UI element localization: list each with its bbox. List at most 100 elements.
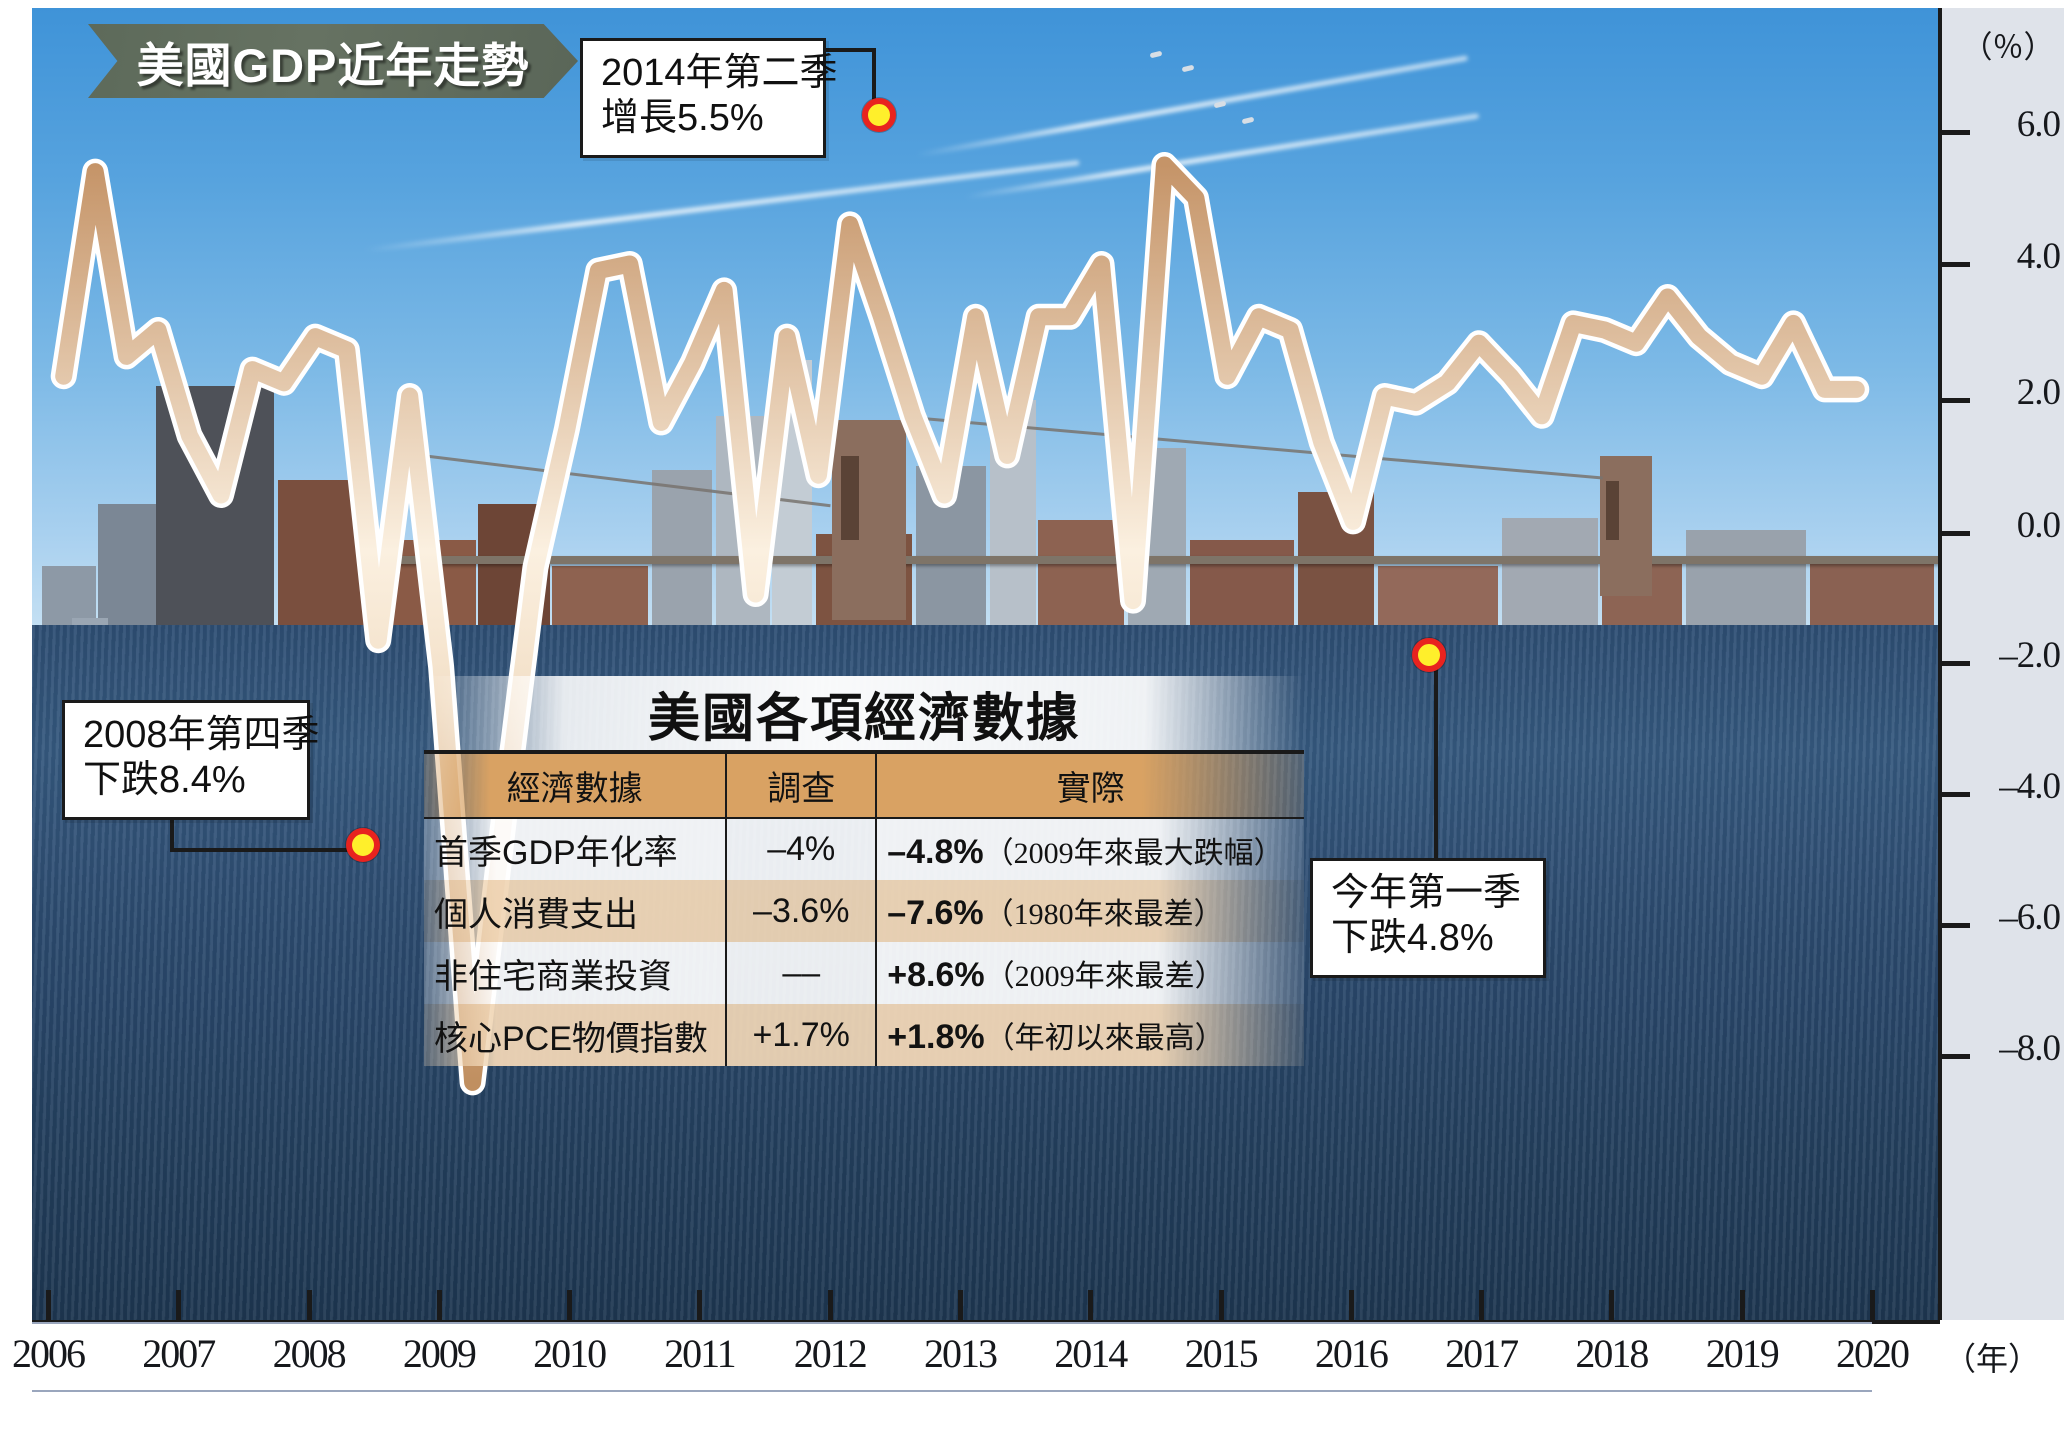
- leader-line-trough-2008-h: [170, 848, 358, 852]
- table-body: 首季GDP年化率 –4% –4.8%（2009年來最大跌幅） 個人消費支出 –3.6% –…: [424, 818, 1304, 1066]
- cell-actual-note: （2009年來最大跌幅）: [983, 836, 1284, 870]
- cell-survey: +1.7%: [725, 1004, 877, 1066]
- cell-actual-value: +8.6%: [887, 956, 985, 994]
- x-tick-label: 2009: [402, 1331, 477, 1376]
- callout-line-2: 增長5.5%: [601, 96, 764, 139]
- cell-actual-note: （2009年來最差）: [984, 960, 1225, 993]
- x-tick-label: 2014: [1054, 1331, 1128, 1376]
- leader-line-peak-2014-h: [822, 48, 876, 52]
- x-tick-label: 2010: [533, 1331, 607, 1376]
- cell-survey: –3.6%: [725, 880, 877, 942]
- column-header-survey: 調查: [725, 752, 877, 819]
- headline-banner: 美國GDP近年走勢: [88, 24, 578, 98]
- y-tick-mark: [1942, 398, 1970, 403]
- x-tick-mark: [1870, 1290, 1875, 1320]
- x-tick-mark: [46, 1290, 51, 1320]
- bridge-tower-right: [1600, 456, 1652, 596]
- table-header-row: 經濟數據 調查 實際: [424, 752, 1304, 819]
- leader-line-peak-2014: [872, 48, 876, 116]
- callout-line-1: 2014年第二季: [601, 52, 838, 94]
- x-tick-label: 2016: [1314, 1331, 1389, 1376]
- x-tick-label: 2008: [272, 1331, 347, 1376]
- economic-data-panel: 美國各項經濟數據 經濟數據 調查 實際 首季GDP年化率 –4% –4.8%（200…: [424, 676, 1304, 1066]
- x-tick-label: 2007: [142, 1331, 216, 1376]
- x-tick-mark: [1479, 1290, 1485, 1320]
- cell-metric: 核心PCE物價指數: [424, 1004, 727, 1066]
- table-row: 個人消費支出 –3.6% –7.6%（1980年來最差）: [424, 880, 1304, 942]
- callout-peak-2014: 2014年第二季 增長5.5%: [580, 38, 838, 158]
- table-title: 美國各項經濟數據: [647, 689, 1080, 748]
- cell-actual: –7.6%（1980年來最差）: [875, 880, 1304, 942]
- callout-trough-2020: 今年第一季 下跌4.8%: [1310, 858, 1546, 978]
- x-tick-label: 2011: [664, 1331, 737, 1376]
- x-tick-mark: [1609, 1290, 1615, 1320]
- cell-actual-note: （1980年來最差）: [983, 898, 1224, 931]
- x-tick-label: 2018: [1575, 1331, 1649, 1376]
- table-title-bar: 美國各項經濟數據: [424, 676, 1304, 750]
- y-tick-mark: [1942, 262, 1970, 267]
- cell-metric: 非住宅商業投資: [424, 942, 727, 1004]
- y-tick-mark: [1942, 792, 1970, 797]
- x-tick-mark: [697, 1290, 703, 1320]
- table-row: 非住宅商業投資 –– +8.6%（2009年來最差）: [424, 942, 1304, 1004]
- x-tick-mark: [827, 1290, 833, 1320]
- bridge-deck: [392, 556, 1940, 564]
- table-row: 核心PCE物價指數 +1.7% +1.8%（年初以來最高）: [424, 1004, 1304, 1066]
- page-title: 美國GDP近年走勢: [136, 38, 530, 92]
- x-tick-mark: [1739, 1290, 1745, 1320]
- marker-trough-2020: [1412, 638, 1446, 672]
- y-tick-mark: [1942, 130, 1970, 135]
- x-axis-band: [32, 1322, 1872, 1392]
- cell-metric: 首季GDP年化率: [424, 818, 727, 880]
- marker-trough-2008: [346, 828, 380, 862]
- y-tick-label: 6.0: [2016, 104, 2061, 145]
- cell-actual-value: –7.6%: [887, 894, 984, 932]
- bridge-tower-left: [832, 420, 906, 620]
- x-tick-mark: [1348, 1290, 1354, 1320]
- x-tick-mark: [436, 1290, 442, 1320]
- cell-actual-value: +1.8%: [887, 1018, 985, 1056]
- x-tick-label: 2015: [1184, 1331, 1259, 1376]
- cell-actual-value: –4.8%: [887, 832, 984, 871]
- callout-trough-2008: 2008年第四季 下跌8.4%: [62, 700, 320, 820]
- leader-line-trough-2020-v: [1434, 655, 1438, 871]
- cell-actual: +8.6%（2009年來最差）: [875, 942, 1304, 1004]
- cell-survey: ––: [725, 942, 877, 1004]
- y-tick-label: 0.0: [2016, 505, 2061, 546]
- background-photo: [32, 8, 1940, 1320]
- y-tick-mark: [1942, 531, 1970, 536]
- x-tick-mark: [176, 1290, 182, 1320]
- x-tick-label: 2019: [1705, 1331, 1780, 1376]
- callout-line-2: 下跌4.8%: [1331, 916, 1494, 959]
- economic-data-table: 經濟數據 調查 實際 首季GDP年化率 –4% –4.8%（2009年來最大跌幅）個…: [424, 750, 1304, 1066]
- y-tick-label: 2.0: [2016, 372, 2061, 413]
- y-tick-label: –4.0: [1999, 766, 2061, 807]
- y-tick-mark: [1942, 1054, 1970, 1059]
- y-tick-mark: [1942, 923, 1970, 928]
- x-tick-mark: [567, 1290, 573, 1320]
- y-tick-label: –8.0: [1999, 1028, 2061, 1069]
- cell-actual: +1.8%（年初以來最高）: [875, 1004, 1304, 1066]
- y-tick-label: –6.0: [1999, 897, 2061, 938]
- x-tick-label: 2013: [924, 1331, 998, 1376]
- x-axis-unit: （年）: [1944, 1341, 2041, 1377]
- callout-line-2: 下跌8.4%: [83, 758, 246, 801]
- y-axis-line: [1938, 8, 1942, 1320]
- cell-actual-note: （年初以來最高）: [984, 1022, 1225, 1055]
- leader-line-trough-2008-v: [170, 794, 174, 852]
- y-tick-label: 4.0: [2016, 236, 2061, 277]
- x-tick-mark: [1218, 1290, 1224, 1320]
- y-tick-label: –2.0: [1999, 635, 2061, 676]
- x-tick-mark: [306, 1290, 312, 1320]
- x-tick-label: 2017: [1445, 1331, 1519, 1376]
- x-tick-label: 2006: [12, 1331, 86, 1376]
- column-header-actual: 實際: [875, 752, 1304, 819]
- y-tick-mark: [1942, 661, 1970, 666]
- callout-line-1: 2008年第四季: [83, 714, 320, 756]
- x-tick-label: 2020: [1836, 1331, 1910, 1376]
- marker-peak-2014: [862, 98, 896, 132]
- callout-line-1: 今年第一季: [1331, 872, 1522, 914]
- x-tick-mark: [1088, 1290, 1094, 1320]
- x-tick-mark: [958, 1290, 963, 1320]
